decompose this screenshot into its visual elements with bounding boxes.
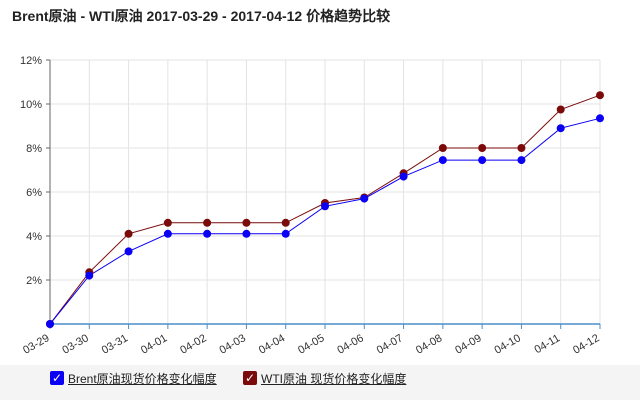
x-tick-label: 04-02 bbox=[178, 332, 208, 356]
chart-title: Brent原油 - WTI原油 2017-03-29 - 2017-04-12 … bbox=[12, 8, 391, 24]
x-tick-label: 04-03 bbox=[218, 332, 248, 356]
data-point-brent[interactable] bbox=[360, 194, 369, 203]
data-point-brent[interactable] bbox=[321, 202, 329, 211]
grid-lines bbox=[50, 59, 601, 324]
checkbox-checked-icon[interactable]: ✓ bbox=[50, 371, 64, 385]
legend: ✓ Brent原油现货价格变化幅度 ✓ WTI原油 现货价格变化幅度 bbox=[0, 365, 640, 400]
x-tick-label: 04-06 bbox=[335, 332, 365, 356]
data-point-brent[interactable] bbox=[46, 320, 54, 328]
x-tick-label: 03-29 bbox=[21, 332, 51, 356]
legend-item-wti[interactable]: ✓ WTI原油 现货价格变化幅度 bbox=[243, 369, 406, 387]
x-tick-label: 03-31 bbox=[100, 332, 130, 356]
data-point-brent[interactable] bbox=[281, 229, 290, 238]
series-lines bbox=[46, 91, 604, 328]
data-point-brent[interactable] bbox=[556, 124, 565, 133]
x-tick-label: 04-12 bbox=[571, 332, 601, 356]
x-tick-label: 04-10 bbox=[493, 332, 523, 356]
x-tick-label: 03-30 bbox=[60, 332, 90, 356]
y-tick-label: 12% bbox=[20, 55, 42, 67]
data-point-brent[interactable] bbox=[124, 247, 133, 256]
data-point-brent[interactable] bbox=[85, 271, 94, 280]
data-point-brent[interactable] bbox=[517, 156, 526, 165]
x-tick-label: 04-05 bbox=[296, 332, 326, 356]
data-point-brent[interactable] bbox=[163, 229, 172, 238]
y-tick-label: 4% bbox=[26, 231, 42, 243]
data-point-wti[interactable] bbox=[163, 218, 172, 227]
x-tick-label: 04-09 bbox=[453, 332, 483, 356]
data-point-wti[interactable] bbox=[478, 144, 487, 152]
y-tick-label: 2% bbox=[26, 275, 42, 287]
data-point-brent[interactable] bbox=[478, 156, 487, 165]
data-point-wti[interactable] bbox=[124, 229, 133, 238]
x-tick-label: 04-11 bbox=[533, 332, 563, 356]
data-point-brent[interactable] bbox=[596, 114, 604, 123]
line-chart: 2% 4% 6% 8% 10% 12% 03-29 03-30 03-31 04-01 04-02… bbox=[20, 55, 604, 357]
data-point-wti[interactable] bbox=[438, 144, 447, 152]
x-tick-label: 04-01 bbox=[139, 332, 169, 356]
legend-label-wti: WTI原油 现货价格变化幅度 bbox=[261, 371, 407, 386]
data-point-wti[interactable] bbox=[242, 218, 251, 227]
legend-label-brent: Brent原油现货价格变化幅度 bbox=[68, 371, 217, 386]
axes bbox=[46, 59, 601, 329]
x-tick-labels: 03-29 03-30 03-31 04-01 04-02 04-03 04-04 04-05… bbox=[21, 332, 601, 356]
data-point-brent[interactable] bbox=[438, 156, 447, 165]
x-tick-label: 04-08 bbox=[414, 332, 444, 356]
y-tick-label: 10% bbox=[20, 99, 42, 111]
data-point-brent[interactable] bbox=[242, 229, 251, 238]
y-tick-labels: 2% 4% 6% 8% 10% 12% bbox=[20, 55, 42, 287]
data-point-wti[interactable] bbox=[517, 144, 526, 152]
legend-item-brent[interactable]: ✓ Brent原油现货价格变化幅度 bbox=[50, 369, 217, 387]
y-tick-label: 6% bbox=[26, 187, 42, 199]
data-point-wti[interactable] bbox=[281, 218, 290, 227]
data-point-brent[interactable] bbox=[203, 229, 212, 238]
x-tick-label: 04-07 bbox=[375, 332, 405, 356]
x-tick-label: 04-04 bbox=[257, 332, 287, 356]
data-point-wti[interactable] bbox=[596, 91, 604, 100]
data-point-wti[interactable] bbox=[203, 218, 212, 227]
y-tick-label: 8% bbox=[26, 143, 42, 155]
data-point-brent[interactable] bbox=[399, 172, 408, 181]
checkbox-checked-icon[interactable]: ✓ bbox=[243, 371, 257, 385]
data-point-wti[interactable] bbox=[556, 105, 565, 114]
